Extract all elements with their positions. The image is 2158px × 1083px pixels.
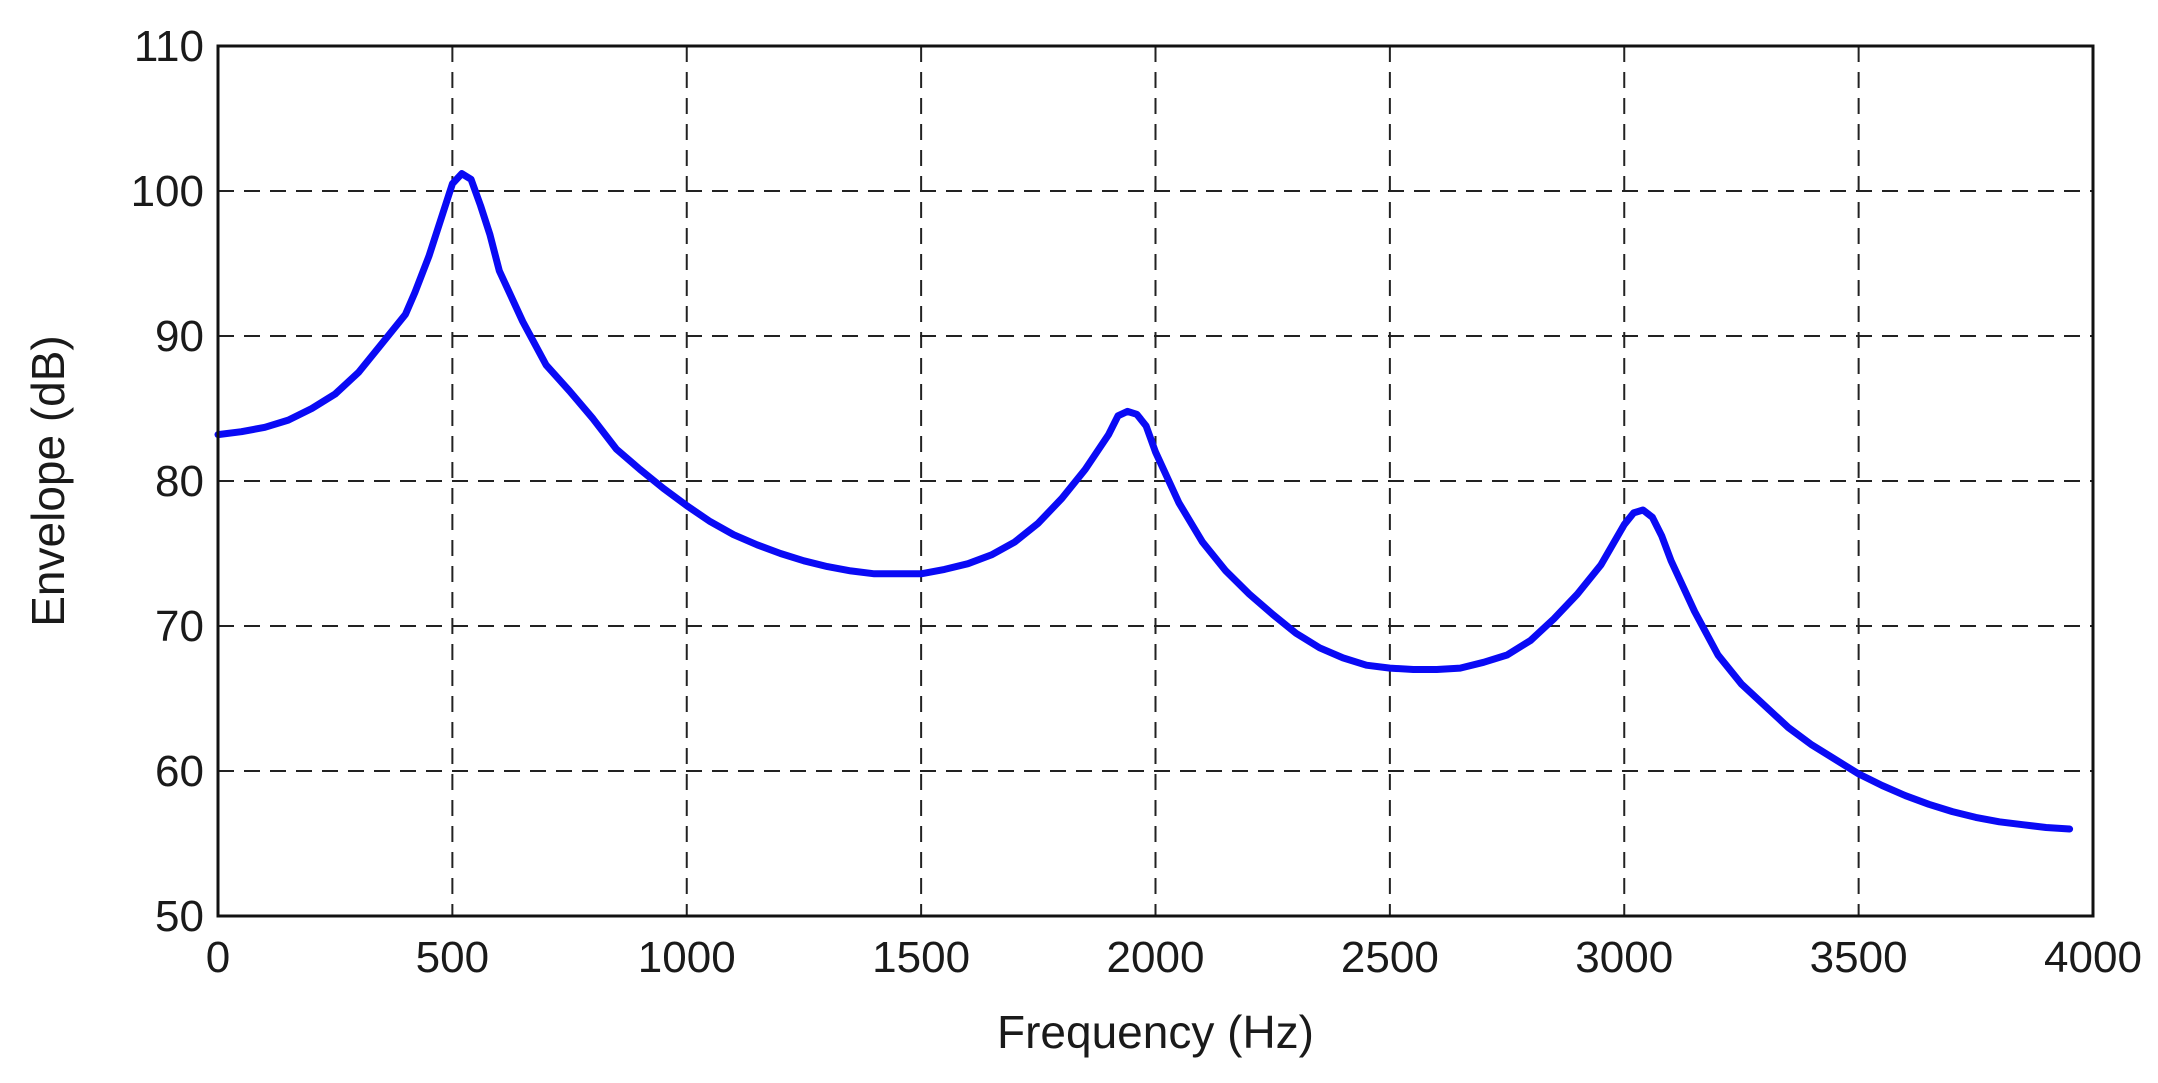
- y-tick-labels: 50 60 70 80 90 100 110: [131, 22, 204, 941]
- y-tick-label: 80: [155, 457, 204, 506]
- y-tick-label: 90: [155, 312, 204, 361]
- y-tick-label: 70: [155, 602, 204, 651]
- x-tick-label: 1500: [872, 933, 970, 982]
- plot-frame: [216, 44, 2095, 918]
- x-tick-label: 500: [416, 933, 489, 982]
- x-tick-label: 4000: [2044, 933, 2142, 982]
- series-line-0: [214, 170, 2074, 833]
- grid-lines: [218, 46, 2093, 916]
- x-tick-label: 2000: [1107, 933, 1205, 982]
- x-tick-label: 0: [206, 933, 230, 982]
- x-tick-label: 2500: [1341, 933, 1439, 982]
- x-tick-label: 3500: [1810, 933, 1908, 982]
- x-tick-label: 3000: [1575, 933, 1673, 982]
- series-layer: [214, 170, 2074, 833]
- y-tick-label: 50: [155, 892, 204, 941]
- x-axis-label: Frequency (Hz): [997, 1006, 1314, 1058]
- x-tick-labels: 0 500 1000 1500 2000 2500 3000 3500 4000: [206, 933, 2142, 982]
- x-tick-label: 1000: [638, 933, 736, 982]
- y-tick-label: 110: [134, 22, 204, 71]
- y-tick-label: 60: [155, 747, 204, 796]
- y-axis-label: Envelope (dB): [22, 335, 74, 627]
- y-tick-label: 100: [131, 167, 204, 216]
